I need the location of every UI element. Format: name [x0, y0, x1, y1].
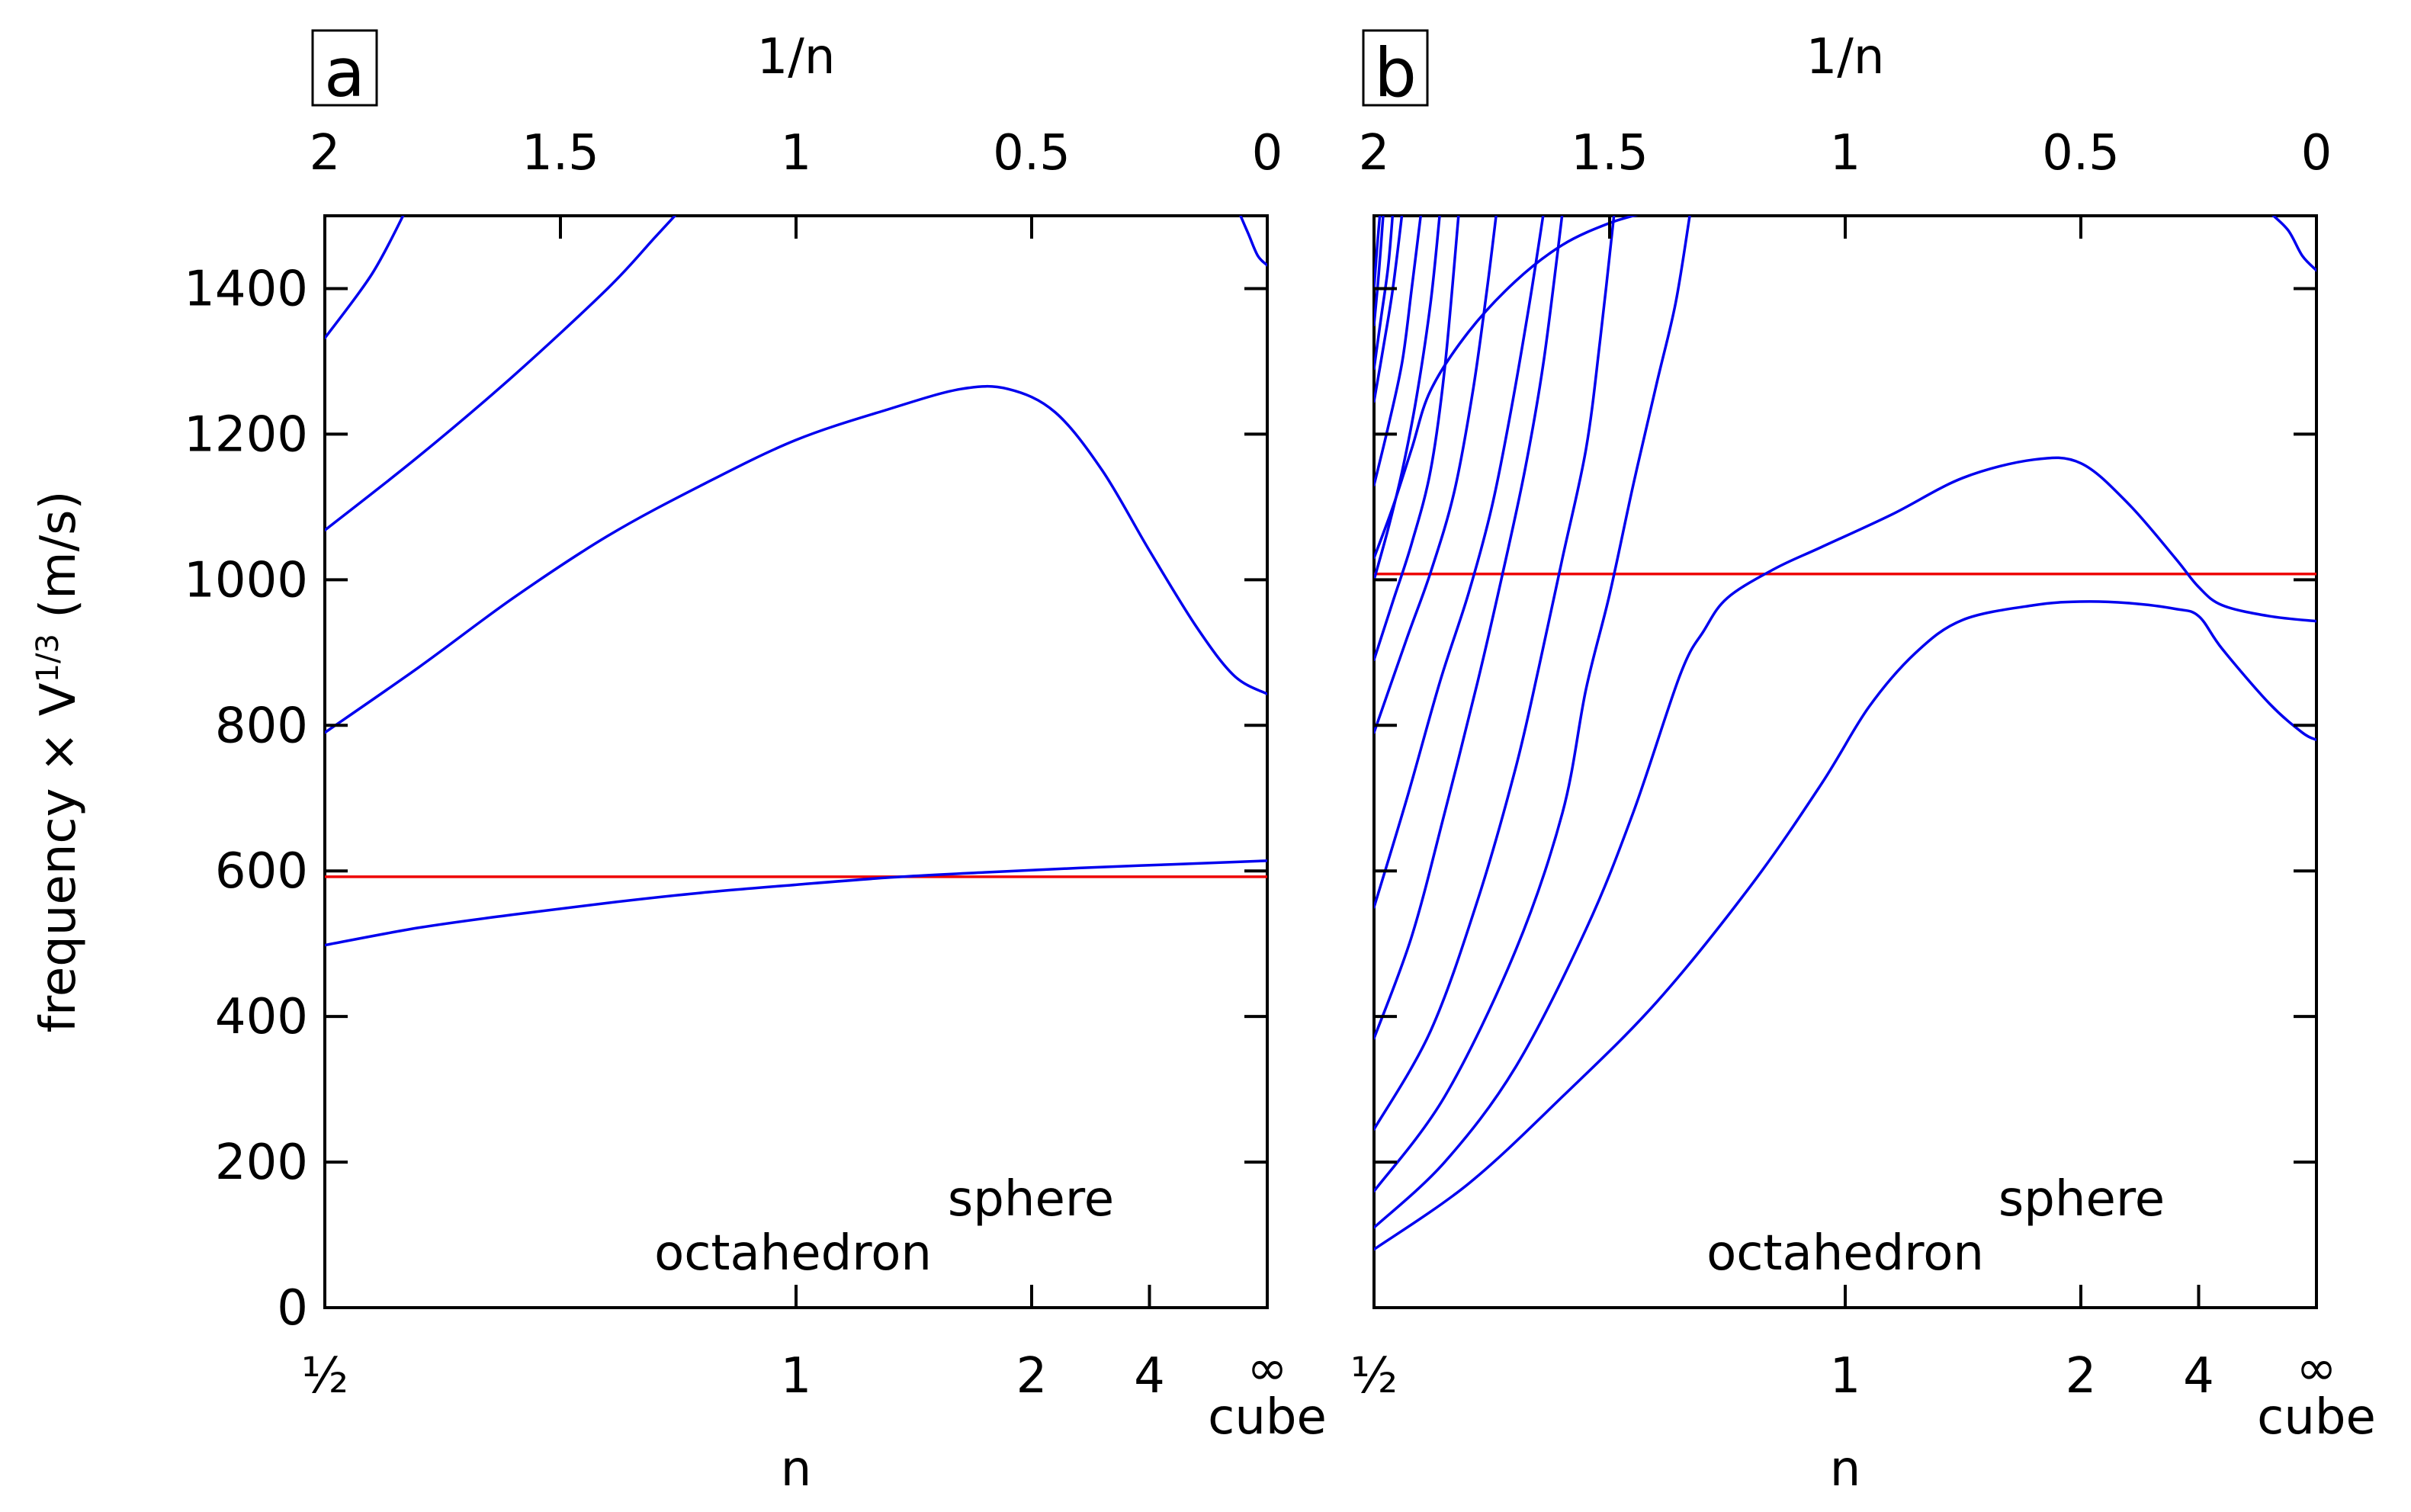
mode-curve-14 — [1374, 216, 1385, 326]
top-tick-label: 0.5 — [2042, 125, 2120, 181]
bottom-axis-title-b: n — [1830, 1441, 1861, 1498]
y-axis-title: frequency × V1/3 (m/s) — [30, 491, 87, 1033]
top-tick-label: 1.5 — [522, 125, 599, 181]
annotation-cube-b: cube — [2257, 1389, 2376, 1446]
annotation-cube-a: cube — [1208, 1389, 1327, 1446]
top-tick-label: 2 — [1359, 125, 1390, 181]
top-axis-title-a: 1/n — [757, 29, 836, 85]
bottom-tick-label: ∞ — [2296, 1340, 2336, 1397]
annotation-octahedron-a: octahedron — [654, 1225, 932, 1282]
top-tick-label: 1.5 — [1571, 125, 1649, 181]
mode-curve-16 — [2271, 216, 2316, 272]
annotation-sphere-b: sphere — [1998, 1171, 2165, 1228]
bottom-tick-label: 1 — [781, 1348, 812, 1404]
tick-labels-a: 0 200 400 600 800 1000 1200 1400 2 1.5 1 0.5 0 ½ 1 2 4 ∞ — [184, 125, 1288, 1404]
tick-marks-b — [1372, 216, 2318, 1309]
y-tick-label: 200 — [215, 1135, 308, 1191]
mode-curve-1 — [1374, 600, 2316, 1251]
y-tick-label: 0 — [277, 1280, 308, 1337]
y-tick-label: 1200 — [184, 406, 308, 463]
top-tick-label: 0 — [2301, 125, 2332, 181]
bottom-tick-label: ∞ — [1247, 1340, 1287, 1397]
panel-b: 2 1.5 1 0.5 0 ½ 1 2 4 ∞ b 1/n n octahedron sphere… — [1350, 29, 2376, 1498]
mode-curve-4 — [325, 216, 405, 340]
panel-label-b: b — [1374, 34, 1417, 112]
mode-curve-8 — [1374, 216, 1460, 662]
mode-curve-5 — [1374, 216, 1564, 1040]
tick-labels-b: 2 1.5 1 0.5 0 ½ 1 2 4 ∞ — [1350, 125, 2337, 1404]
mode-curve-2 — [1374, 456, 2316, 1229]
mode-curve-1 — [325, 859, 1267, 947]
panel-label-a: a — [324, 34, 365, 112]
panel-label-box-a — [311, 29, 378, 107]
mode-curve-13 — [1374, 216, 1395, 371]
top-tick-label: 2 — [310, 125, 341, 181]
y-tick-label: 1400 — [184, 261, 308, 317]
annotation-sphere-a: sphere — [948, 1171, 1114, 1228]
mode-curve-4 — [1374, 216, 1616, 1131]
mode-curve-15 — [1374, 216, 1382, 291]
mode-curve-3 — [1374, 216, 1691, 1193]
mode-curve-9 — [1374, 216, 1441, 582]
panel-label-box-b — [1362, 29, 1429, 107]
top-tick-label: 1 — [781, 125, 812, 181]
mode-curve-2 — [325, 384, 1267, 734]
mode-curve-7 — [1374, 216, 1498, 734]
top-tick-label: 0 — [1252, 125, 1283, 181]
annotation-octahedron-b: octahedron — [1706, 1225, 1984, 1282]
mode-curve-11 — [1374, 216, 1422, 486]
mode-curves-b — [1374, 216, 2316, 1251]
y-tick-label: 400 — [215, 989, 308, 1045]
tick-marks-a — [323, 216, 1269, 1309]
bottom-tick-label: 4 — [1134, 1348, 1165, 1404]
top-tick-label: 0.5 — [993, 125, 1071, 181]
y-tick-label: 600 — [215, 843, 308, 900]
bottom-tick-label: 4 — [2183, 1348, 2214, 1404]
mode-curve-6 — [1374, 216, 1545, 909]
bottom-tick-label: ½ — [301, 1348, 348, 1404]
mode-curve-12 — [1374, 216, 1404, 403]
top-axis-title-b: 1/n — [1806, 29, 1885, 85]
bottom-tick-label: 2 — [1016, 1348, 1048, 1404]
mode-curve-3 — [325, 216, 677, 532]
bottom-tick-label: 2 — [2066, 1348, 2097, 1404]
bottom-axis-title-a: n — [781, 1441, 812, 1498]
y-tick-label: 800 — [215, 698, 308, 754]
plot-frame-a — [323, 214, 1269, 1309]
bottom-tick-label: 1 — [1830, 1348, 1861, 1404]
bottom-tick-label: ½ — [1350, 1348, 1398, 1404]
top-tick-label: 1 — [1830, 125, 1861, 181]
y-tick-label: 1000 — [184, 552, 308, 608]
mode-curve-10 — [1374, 216, 1639, 560]
mode-curve-5 — [1239, 216, 1267, 267]
mode-curves-a — [325, 216, 1267, 947]
